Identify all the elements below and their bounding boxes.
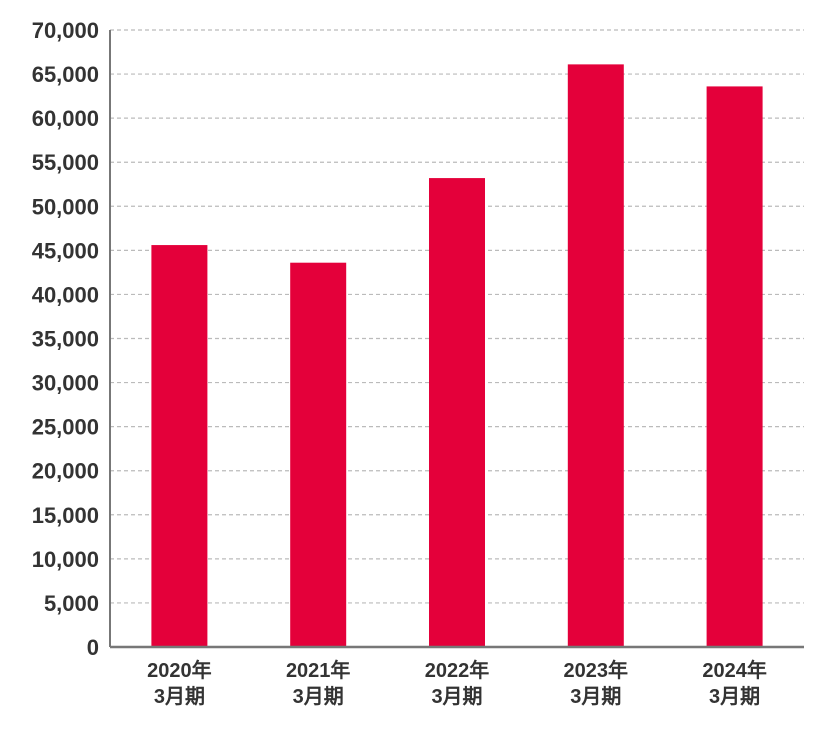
y-tick-label: 15,000 [32,503,99,528]
x-axis-category-labels: 2020年 3月期 2021年 3月期 2022年 3月期 2023年 3月期 2024年 3月期 [147,658,767,708]
y-tick-label: 30,000 [32,371,99,396]
x-category-label: 3月期 [293,685,344,708]
y-tick-label: 20,000 [32,459,99,484]
y-tick-label: 65,000 [32,62,99,87]
bar [429,178,485,647]
bar [151,245,208,647]
x-category-label: 2022年 [425,658,490,682]
y-tick-label: 70,000 [32,18,99,43]
y-axis-tick-labels: 0 5,000 10,000 15,000 20,000 25,000 30,000 35,0… [32,18,99,660]
y-tick-label: 55,000 [32,150,99,175]
bar [567,64,624,647]
x-category-label: 2023年 [564,658,629,682]
x-category-label: 3月期 [154,685,205,708]
x-category-label: 2024年 [702,658,767,682]
axes [109,30,804,649]
y-tick-label: 25,000 [32,415,99,440]
bar [706,86,763,647]
y-tick-label: 40,000 [32,282,99,307]
y-tick-label: 10,000 [32,547,99,572]
bars [151,64,763,647]
x-category-label: 3月期 [709,685,760,708]
y-tick-label: 35,000 [32,327,99,352]
x-category-label: 3月期 [431,685,482,708]
x-category-label: 2020年 [147,658,212,682]
x-category-label: 3月期 [570,685,621,708]
y-tick-label: 50,000 [32,194,99,219]
y-tick-label: 45,000 [32,238,99,263]
bar [290,262,347,647]
y-tick-label: 5,000 [44,591,99,616]
x-category-label: 2021年 [286,658,351,682]
y-tick-label: 0 [87,635,99,660]
y-tick-label: 60,000 [32,106,99,131]
